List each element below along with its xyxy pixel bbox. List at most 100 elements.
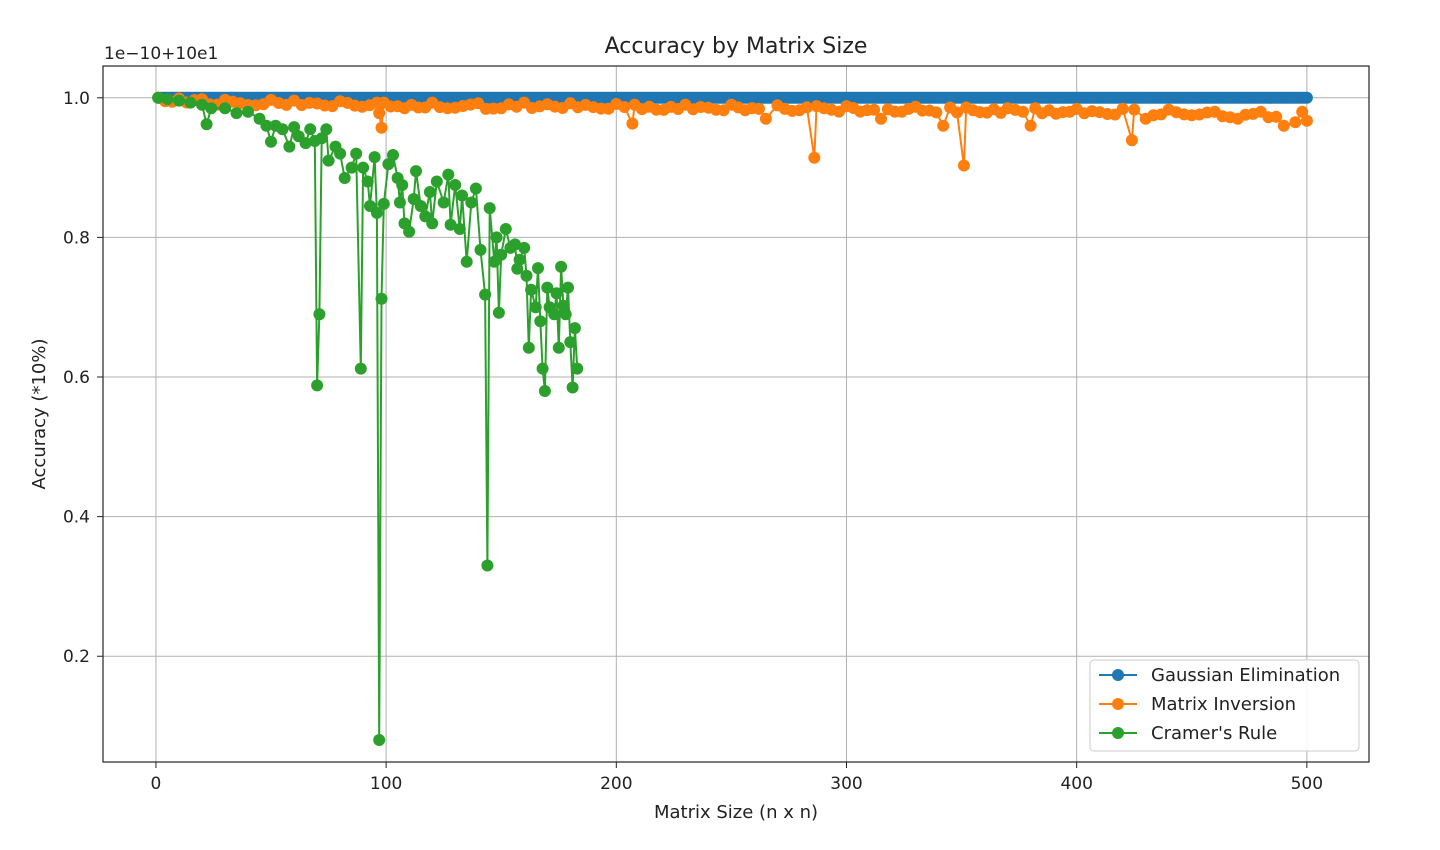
plot-frame xyxy=(102,65,1370,763)
x-axis-label: Matrix Size (n x n) xyxy=(654,802,818,823)
data-point xyxy=(375,121,388,134)
data-point xyxy=(951,106,963,119)
data-point xyxy=(522,341,535,354)
legend-markers xyxy=(1099,669,1137,739)
data-point xyxy=(354,362,367,375)
x-tick-label: 0 xyxy=(151,774,162,794)
data-point xyxy=(426,217,439,230)
data-point xyxy=(800,101,813,114)
series-1 xyxy=(152,91,1313,172)
data-point xyxy=(525,283,538,296)
data-point xyxy=(499,223,512,235)
data-point xyxy=(288,121,301,134)
y-tick-label: 0.8 xyxy=(63,228,90,248)
data-point xyxy=(1300,114,1313,127)
data-point xyxy=(196,98,208,111)
data-point xyxy=(396,179,409,191)
legend-box xyxy=(1089,659,1360,752)
data-point xyxy=(808,151,821,164)
data-point xyxy=(315,132,328,145)
legend: Gaussian Elimination Matrix Inversion Cr… xyxy=(1089,659,1360,752)
y-axis-label: Accuracy (*10%) xyxy=(29,339,50,490)
x-tick-label: 100 xyxy=(370,774,402,794)
y-tick-label: 1.0 xyxy=(63,89,90,109)
data-point xyxy=(414,200,427,212)
data-point xyxy=(1024,119,1037,132)
data-point xyxy=(465,196,478,209)
data-point xyxy=(626,117,639,130)
data-point xyxy=(490,231,503,244)
data-point xyxy=(559,308,572,321)
data-point xyxy=(368,151,381,164)
data-point xyxy=(566,381,579,394)
y-tick-label: 0.2 xyxy=(63,647,90,667)
data-point xyxy=(453,223,466,235)
data-point xyxy=(430,175,443,188)
data-point xyxy=(532,262,544,275)
data-point xyxy=(550,287,563,300)
series-2 xyxy=(152,91,584,746)
data-point xyxy=(311,379,324,392)
data-point xyxy=(875,112,887,125)
data-point xyxy=(173,94,185,107)
x-tick-label: 500 xyxy=(1291,774,1323,794)
data-point xyxy=(260,119,273,132)
data-point xyxy=(1017,105,1029,118)
data-point xyxy=(184,96,197,109)
data-point xyxy=(370,206,383,219)
data-point xyxy=(437,196,450,209)
data-point xyxy=(930,106,943,119)
data-point xyxy=(520,269,533,282)
data-point xyxy=(868,103,881,116)
data-point xyxy=(552,341,565,354)
data-point xyxy=(345,161,358,174)
data-point xyxy=(152,91,165,104)
data-point xyxy=(460,255,473,268)
x-tick-label: 200 xyxy=(600,774,632,794)
legend-marker xyxy=(1112,698,1124,710)
data-point xyxy=(299,137,312,150)
data-point xyxy=(1300,91,1313,104)
data-point xyxy=(242,105,254,118)
data-point xyxy=(529,301,542,314)
data-point xyxy=(410,165,422,178)
data-point xyxy=(403,225,416,238)
data-point xyxy=(456,189,469,202)
data-point xyxy=(518,241,531,254)
data-point xyxy=(541,281,554,294)
data-point xyxy=(534,315,547,328)
data-point xyxy=(937,119,950,132)
legend-marker xyxy=(1112,727,1124,739)
data-point xyxy=(1277,119,1290,132)
data-point xyxy=(957,159,970,172)
data-point xyxy=(513,253,526,266)
data-point xyxy=(361,175,374,188)
data-point xyxy=(562,281,574,294)
data-point xyxy=(509,238,521,251)
data-point xyxy=(483,202,496,215)
y-tick-label: 0.6 xyxy=(63,368,90,388)
data-point xyxy=(442,168,455,181)
data-point xyxy=(373,107,386,120)
data-point xyxy=(338,172,351,184)
data-point xyxy=(1289,116,1302,129)
data-point xyxy=(1125,134,1138,147)
data-point xyxy=(219,102,231,115)
data-point xyxy=(375,292,388,305)
data-point xyxy=(1270,110,1283,123)
series-lines xyxy=(152,91,1313,746)
data-point xyxy=(511,262,524,275)
data-point xyxy=(538,385,551,397)
data-point xyxy=(265,135,277,148)
data-point xyxy=(492,306,505,319)
axis-ticks: 0 100 200 300 400 500 0.2 0.4 0.6 0.8 1.0 xyxy=(63,89,1323,794)
data-point xyxy=(423,186,436,198)
data-point xyxy=(1116,102,1129,115)
data-point xyxy=(373,734,386,746)
data-point xyxy=(350,147,363,160)
data-point xyxy=(230,107,243,120)
data-point xyxy=(313,308,326,321)
data-point xyxy=(564,336,577,349)
data-point xyxy=(387,149,399,161)
